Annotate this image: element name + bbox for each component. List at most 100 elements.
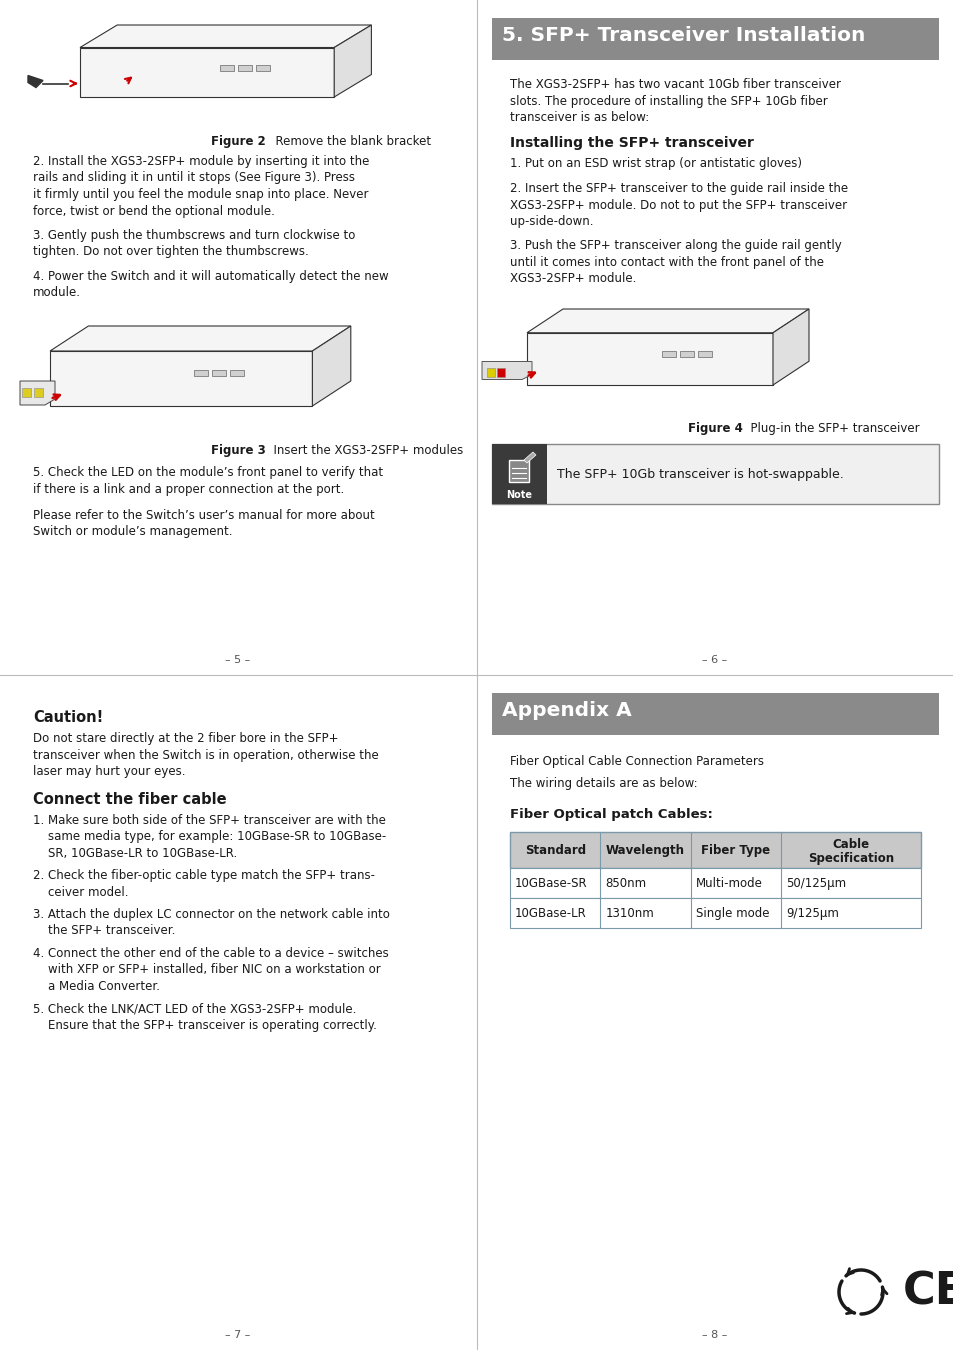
Text: Standard: Standard — [524, 844, 585, 857]
Text: Single mode: Single mode — [695, 907, 768, 919]
Text: – 8 –: – 8 – — [701, 1330, 727, 1341]
Bar — [492, 444, 546, 504]
Text: Multi-mode: Multi-mode — [695, 878, 761, 890]
Bar — [679, 351, 694, 356]
Text: Remove the blank bracket: Remove the blank bracket — [268, 135, 431, 148]
Text: 9/125μm: 9/125μm — [785, 907, 839, 919]
Bar — [661, 351, 676, 356]
Bar — [230, 370, 244, 377]
Text: Fiber Optical Cable Connection Parameters: Fiber Optical Cable Connection Parameter… — [510, 755, 763, 768]
Text: 850nm: 850nm — [605, 878, 646, 890]
Text: Connect the fiber cable: Connect the fiber cable — [33, 791, 227, 806]
Text: it firmly until you feel the module snap into place. Never: it firmly until you feel the module snap… — [33, 188, 368, 201]
Text: force, twist or bend the optional module.: force, twist or bend the optional module… — [33, 204, 274, 217]
Bar — [698, 351, 712, 356]
Text: 2. Check the fiber-optic cable type match the SFP+ trans-: 2. Check the fiber-optic cable type matc… — [33, 869, 375, 882]
Bar — [510, 898, 920, 927]
Text: The wiring details are as below:: The wiring details are as below: — [510, 778, 697, 791]
Bar — [510, 832, 920, 868]
Polygon shape — [772, 309, 808, 385]
Text: laser may hurt your eyes.: laser may hurt your eyes. — [33, 765, 185, 778]
Text: until it comes into contact with the front panel of the: until it comes into contact with the fro… — [510, 256, 823, 269]
Bar — [492, 444, 938, 504]
Text: Please refer to the Switch’s user’s manual for more about: Please refer to the Switch’s user’s manu… — [33, 509, 375, 522]
Text: 5. Check the LNK/ACT LED of the XGS3-2SFP+ module.: 5. Check the LNK/ACT LED of the XGS3-2SF… — [33, 1003, 356, 1015]
Text: Fiber Optical patch Cables:: Fiber Optical patch Cables: — [510, 809, 712, 821]
Bar — [34, 387, 43, 397]
Text: 3. Attach the duplex LC connector on the network cable into: 3. Attach the duplex LC connector on the… — [33, 909, 390, 921]
Text: Fiber Type: Fiber Type — [700, 844, 770, 857]
Bar — [492, 693, 938, 734]
Text: Insert the XGS3-2SFP+ modules: Insert the XGS3-2SFP+ modules — [266, 444, 463, 458]
Text: Specification: Specification — [807, 852, 893, 865]
Text: Do not stare directly at the 2 fiber bore in the SFP+: Do not stare directly at the 2 fiber bor… — [33, 732, 338, 745]
Text: Switch or module’s management.: Switch or module’s management. — [33, 525, 233, 539]
Polygon shape — [312, 325, 351, 406]
Text: Cable: Cable — [832, 838, 869, 850]
Polygon shape — [334, 26, 371, 97]
Text: XGS3-2SFP+ module. Do not to put the SFP+ transceiver: XGS3-2SFP+ module. Do not to put the SFP… — [510, 198, 846, 212]
Text: 50/125μm: 50/125μm — [785, 878, 845, 890]
Polygon shape — [50, 325, 351, 351]
Text: with XFP or SFP+ installed, fiber NIC on a workstation or: with XFP or SFP+ installed, fiber NIC on… — [33, 964, 380, 976]
Text: a Media Converter.: a Media Converter. — [33, 980, 160, 994]
Text: 1. Make sure both side of the SFP+ transceiver are with the: 1. Make sure both side of the SFP+ trans… — [33, 814, 385, 826]
Bar — [492, 18, 938, 59]
Text: Caution!: Caution! — [33, 710, 103, 725]
Text: Figure 2: Figure 2 — [211, 135, 265, 148]
Polygon shape — [523, 452, 536, 463]
Text: 5. Check the LED on the module’s front panel to verify that: 5. Check the LED on the module’s front p… — [33, 466, 383, 479]
Text: 2. Install the XGS3-2SFP+ module by inserting it into the: 2. Install the XGS3-2SFP+ module by inse… — [33, 155, 369, 167]
Bar — [194, 370, 208, 377]
Text: Wavelength: Wavelength — [605, 844, 684, 857]
Text: CE: CE — [902, 1270, 953, 1314]
Text: slots. The procedure of installing the SFP+ 10Gb fiber: slots. The procedure of installing the S… — [510, 95, 827, 108]
Text: 3. Push the SFP+ transceiver along the guide rail gently: 3. Push the SFP+ transceiver along the g… — [510, 239, 841, 252]
Text: 1310nm: 1310nm — [605, 907, 654, 919]
Bar — [80, 47, 334, 97]
Bar — [22, 387, 30, 397]
Text: module.: module. — [33, 286, 81, 300]
Bar — [219, 65, 233, 70]
Text: XGS3-2SFP+ module.: XGS3-2SFP+ module. — [510, 273, 636, 285]
Polygon shape — [481, 362, 532, 379]
Text: rails and sliding it in until it stops (See Figure 3). Press: rails and sliding it in until it stops (… — [33, 171, 355, 185]
Text: 2. Insert the SFP+ transceiver to the guide rail inside the: 2. Insert the SFP+ transceiver to the gu… — [510, 182, 847, 194]
Text: SR, 10GBase-LR to 10GBase-LR.: SR, 10GBase-LR to 10GBase-LR. — [33, 846, 237, 860]
Text: transceiver is as below:: transceiver is as below: — [510, 111, 649, 124]
Text: Figure 3: Figure 3 — [211, 444, 265, 458]
Text: – 7 –: – 7 – — [225, 1330, 251, 1341]
Bar — [510, 868, 920, 898]
Polygon shape — [28, 76, 43, 88]
Text: – 5 –: – 5 – — [225, 655, 251, 666]
Text: up-side-down.: up-side-down. — [510, 215, 593, 228]
Text: The XGS3-2SFP+ has two vacant 10Gb fiber transceiver: The XGS3-2SFP+ has two vacant 10Gb fiber… — [510, 78, 841, 90]
Polygon shape — [20, 381, 55, 405]
Bar — [237, 65, 252, 70]
Text: Figure 4: Figure 4 — [687, 423, 741, 435]
Text: 3. Gently push the thumbscrews and turn clockwise to: 3. Gently push the thumbscrews and turn … — [33, 230, 355, 242]
Text: tighten. Do not over tighten the thumbscrews.: tighten. Do not over tighten the thumbsc… — [33, 246, 309, 258]
Text: Plug-in the SFP+ transceiver: Plug-in the SFP+ transceiver — [742, 423, 919, 435]
Bar — [255, 65, 270, 70]
Text: ceiver model.: ceiver model. — [33, 886, 129, 899]
Text: Appendix A: Appendix A — [501, 701, 631, 720]
Bar — [497, 367, 504, 377]
Bar — [526, 332, 772, 385]
Text: The SFP+ 10Gb transceiver is hot-swappable.: The SFP+ 10Gb transceiver is hot-swappab… — [557, 468, 842, 481]
Polygon shape — [526, 309, 808, 332]
Text: Note: Note — [505, 490, 532, 500]
Text: Installing the SFP+ transceiver: Installing the SFP+ transceiver — [510, 135, 753, 150]
Text: 1. Put on an ESD wrist strap (or antistatic gloves): 1. Put on an ESD wrist strap (or antista… — [510, 158, 801, 170]
Text: Ensure that the SFP+ transceiver is operating correctly.: Ensure that the SFP+ transceiver is oper… — [33, 1019, 376, 1031]
Bar — [486, 367, 495, 377]
Text: – 6 –: – 6 – — [701, 655, 727, 666]
Polygon shape — [80, 26, 371, 47]
Bar — [50, 351, 312, 406]
Text: the SFP+ transceiver.: the SFP+ transceiver. — [33, 925, 175, 937]
Text: transceiver when the Switch is in operation, otherwise the: transceiver when the Switch is in operat… — [33, 748, 378, 761]
Text: 4. Connect the other end of the cable to a device – switches: 4. Connect the other end of the cable to… — [33, 946, 388, 960]
Text: 4. Power the Switch and it will automatically detect the new: 4. Power the Switch and it will automati… — [33, 270, 388, 284]
Bar — [509, 460, 529, 482]
Text: if there is a link and a proper connection at the port.: if there is a link and a proper connecti… — [33, 482, 344, 495]
